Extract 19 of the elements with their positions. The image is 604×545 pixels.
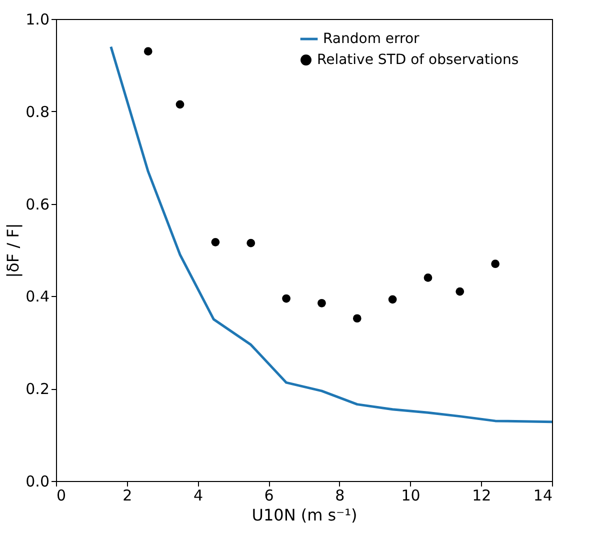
x-tick-label: 6	[264, 486, 274, 504]
y-tick-label: 0.6	[26, 195, 50, 214]
y-tick-label: 0.2	[26, 380, 50, 398]
x-tick-label: 10	[401, 486, 420, 504]
y-axis-title: |δF / F|	[4, 223, 23, 278]
y-tick-label: 0.4	[26, 288, 50, 306]
y-tick-label: 0.0	[26, 472, 50, 490]
x-tick-label: 4	[193, 486, 203, 504]
line-series	[110, 45, 554, 424]
x-tick-label: 2	[122, 486, 132, 504]
x-tick-label: 0	[56, 486, 66, 504]
x-tick-label: 8	[335, 486, 345, 504]
y-tick-label: 1.0	[26, 10, 50, 28]
legend-label: Relative STD of observations	[317, 52, 519, 68]
x-axis-title: U10N (m s⁻¹)	[252, 506, 358, 524]
legend-label: Random error	[323, 31, 420, 47]
x-tick-label: 14	[533, 486, 552, 504]
y-tick-label: 0.8	[26, 102, 50, 121]
x-tick-label: 12	[472, 486, 492, 504]
